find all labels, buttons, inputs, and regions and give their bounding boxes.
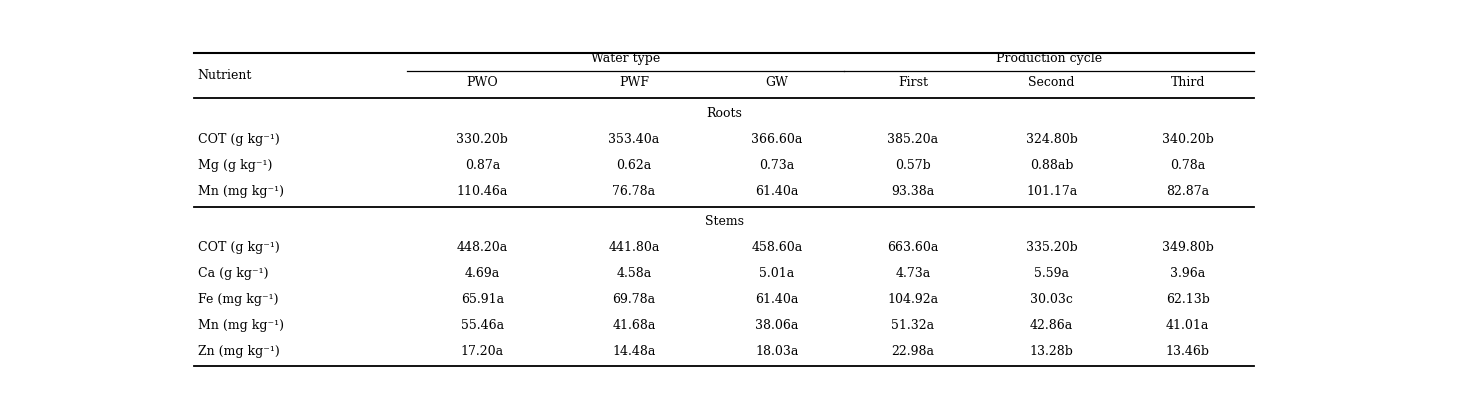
Text: 18.03a: 18.03a bbox=[755, 344, 798, 358]
Text: 62.13b: 62.13b bbox=[1166, 293, 1210, 306]
Text: 0.62a: 0.62a bbox=[616, 159, 652, 172]
Text: 104.92a: 104.92a bbox=[887, 293, 939, 306]
Text: Mg (g kg⁻¹): Mg (g kg⁻¹) bbox=[198, 159, 273, 172]
Text: 0.78a: 0.78a bbox=[1170, 159, 1206, 172]
Text: 335.20b: 335.20b bbox=[1026, 241, 1078, 254]
Text: Roots: Roots bbox=[706, 107, 742, 120]
Text: 324.80b: 324.80b bbox=[1026, 133, 1078, 146]
Text: First: First bbox=[897, 76, 927, 89]
Text: 101.17a: 101.17a bbox=[1026, 185, 1077, 198]
Text: PWF: PWF bbox=[619, 76, 649, 89]
Text: 38.06a: 38.06a bbox=[755, 319, 798, 332]
Text: 22.98a: 22.98a bbox=[892, 344, 935, 358]
Text: 61.40a: 61.40a bbox=[755, 185, 798, 198]
Text: Water type: Water type bbox=[591, 52, 661, 65]
Text: 0.57b: 0.57b bbox=[895, 159, 930, 172]
Text: Production cycle: Production cycle bbox=[995, 52, 1102, 65]
Text: 13.46b: 13.46b bbox=[1166, 344, 1210, 358]
Text: 30.03c: 30.03c bbox=[1031, 293, 1074, 306]
Text: 4.73a: 4.73a bbox=[895, 267, 930, 280]
Text: 353.40a: 353.40a bbox=[609, 133, 659, 146]
Text: 448.20a: 448.20a bbox=[456, 241, 508, 254]
Text: Nutrient: Nutrient bbox=[198, 69, 252, 82]
Text: 349.80b: 349.80b bbox=[1161, 241, 1213, 254]
Text: 17.20a: 17.20a bbox=[461, 344, 504, 358]
Text: 330.20b: 330.20b bbox=[456, 133, 508, 146]
Text: PWO: PWO bbox=[467, 76, 498, 89]
Text: 3.96a: 3.96a bbox=[1170, 267, 1206, 280]
Text: 42.86a: 42.86a bbox=[1031, 319, 1074, 332]
Text: 441.80a: 441.80a bbox=[609, 241, 659, 254]
Text: Mn (mg kg⁻¹): Mn (mg kg⁻¹) bbox=[198, 319, 284, 332]
Text: Mn (mg kg⁻¹): Mn (mg kg⁻¹) bbox=[198, 185, 284, 198]
Text: 5.01a: 5.01a bbox=[760, 267, 794, 280]
Text: Ca (g kg⁻¹): Ca (g kg⁻¹) bbox=[198, 267, 268, 280]
Text: 663.60a: 663.60a bbox=[887, 241, 939, 254]
Text: 4.69a: 4.69a bbox=[465, 267, 501, 280]
Text: Zn (mg kg⁻¹): Zn (mg kg⁻¹) bbox=[198, 344, 280, 358]
Text: 65.91a: 65.91a bbox=[461, 293, 504, 306]
Text: 76.78a: 76.78a bbox=[612, 185, 656, 198]
Text: 55.46a: 55.46a bbox=[461, 319, 504, 332]
Text: 69.78a: 69.78a bbox=[612, 293, 656, 306]
Text: Second: Second bbox=[1028, 76, 1075, 89]
Text: 0.87a: 0.87a bbox=[465, 159, 501, 172]
Text: 4.58a: 4.58a bbox=[616, 267, 652, 280]
Text: 41.01a: 41.01a bbox=[1166, 319, 1210, 332]
Text: COT (g kg⁻¹): COT (g kg⁻¹) bbox=[198, 133, 280, 146]
Text: 0.73a: 0.73a bbox=[760, 159, 794, 172]
Text: GW: GW bbox=[766, 76, 788, 89]
Text: 13.28b: 13.28b bbox=[1029, 344, 1074, 358]
Text: 14.48a: 14.48a bbox=[612, 344, 656, 358]
Text: Stems: Stems bbox=[705, 215, 743, 228]
Text: 110.46a: 110.46a bbox=[456, 185, 508, 198]
Text: 5.59a: 5.59a bbox=[1034, 267, 1069, 280]
Text: 82.87a: 82.87a bbox=[1166, 185, 1210, 198]
Text: 385.20a: 385.20a bbox=[887, 133, 939, 146]
Text: Fe (mg kg⁻¹): Fe (mg kg⁻¹) bbox=[198, 293, 278, 306]
Text: Third: Third bbox=[1170, 76, 1206, 89]
Text: 41.68a: 41.68a bbox=[612, 319, 656, 332]
Text: 340.20b: 340.20b bbox=[1161, 133, 1213, 146]
Text: 0.88ab: 0.88ab bbox=[1029, 159, 1074, 172]
Text: 61.40a: 61.40a bbox=[755, 293, 798, 306]
Text: 458.60a: 458.60a bbox=[751, 241, 803, 254]
Text: 51.32a: 51.32a bbox=[892, 319, 935, 332]
Text: 366.60a: 366.60a bbox=[751, 133, 803, 146]
Text: COT (g kg⁻¹): COT (g kg⁻¹) bbox=[198, 241, 280, 254]
Text: 93.38a: 93.38a bbox=[892, 185, 935, 198]
